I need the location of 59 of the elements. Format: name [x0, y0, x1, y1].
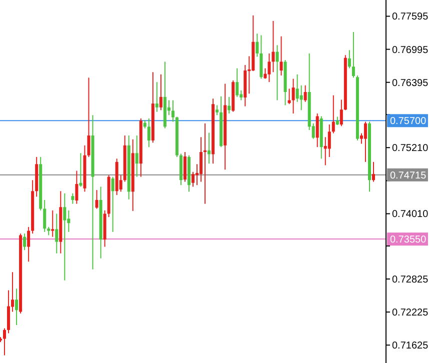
candlestick [296, 74, 299, 102]
candlestick [71, 192, 74, 204]
candlestick [204, 122, 207, 204]
candlestick [236, 68, 239, 98]
candlestick [63, 192, 66, 281]
ref-line-label: 0.75700 [390, 116, 427, 128]
candlestick [15, 288, 18, 326]
candlestick [43, 199, 46, 232]
candlestick [171, 100, 174, 122]
candlestick [79, 152, 82, 188]
candlestick [23, 233, 26, 251]
candlestick [328, 124, 331, 158]
candlestick [111, 176, 114, 232]
candlestick [67, 210, 70, 232]
candlestick [192, 171, 195, 188]
y-tick-label: 0.75210 [392, 143, 429, 154]
candlestick [292, 78, 295, 114]
candlestick [276, 44, 279, 101]
candlestick [256, 33, 259, 58]
candlestick [147, 118, 150, 148]
ref-line-label: 0.74715 [390, 170, 427, 182]
y-tick-label: 0.72825 [392, 274, 429, 286]
candlestick [228, 96, 231, 114]
y-tick-label: 0.76395 [392, 78, 429, 89]
candlestick [159, 74, 162, 111]
candlestick [87, 77, 90, 158]
candlestick [364, 121, 367, 162]
candlestick [216, 104, 219, 116]
candlestick [200, 136, 203, 182]
candlestick [316, 112, 319, 148]
ref-line-label: 0.73550 [390, 234, 427, 246]
candlestick [155, 82, 158, 112]
candlestick [372, 161, 375, 182]
candlestick [268, 52, 271, 83]
y-tick-label: 0.74010 [392, 209, 429, 220]
candlestick [332, 94, 335, 134]
candlestick [208, 132, 211, 164]
candlestick [75, 170, 78, 204]
y-tick-label: 0.71625 [392, 340, 429, 352]
candlestick [183, 152, 186, 182]
candlestick [27, 226, 30, 262]
candlestick [288, 88, 291, 105]
y-tick-label: 0.76995 [392, 44, 429, 56]
candlestick [95, 190, 98, 210]
candlestick [260, 34, 263, 80]
candlestick [300, 84, 303, 111]
candlestick [272, 20, 275, 73]
y-tick-label: 0.72225 [392, 308, 429, 319]
candlestick [280, 36, 283, 76]
candlestick [135, 135, 138, 178]
candlestick [348, 50, 351, 69]
candlestick [7, 290, 10, 334]
candlestick [55, 213, 58, 254]
y-tick-label: 0.77595 [392, 12, 429, 23]
candlestick [352, 31, 355, 78]
candlestick [304, 84, 307, 102]
candlestick [340, 99, 343, 127]
candlestick [51, 210, 54, 238]
candlestick [3, 328, 6, 356]
